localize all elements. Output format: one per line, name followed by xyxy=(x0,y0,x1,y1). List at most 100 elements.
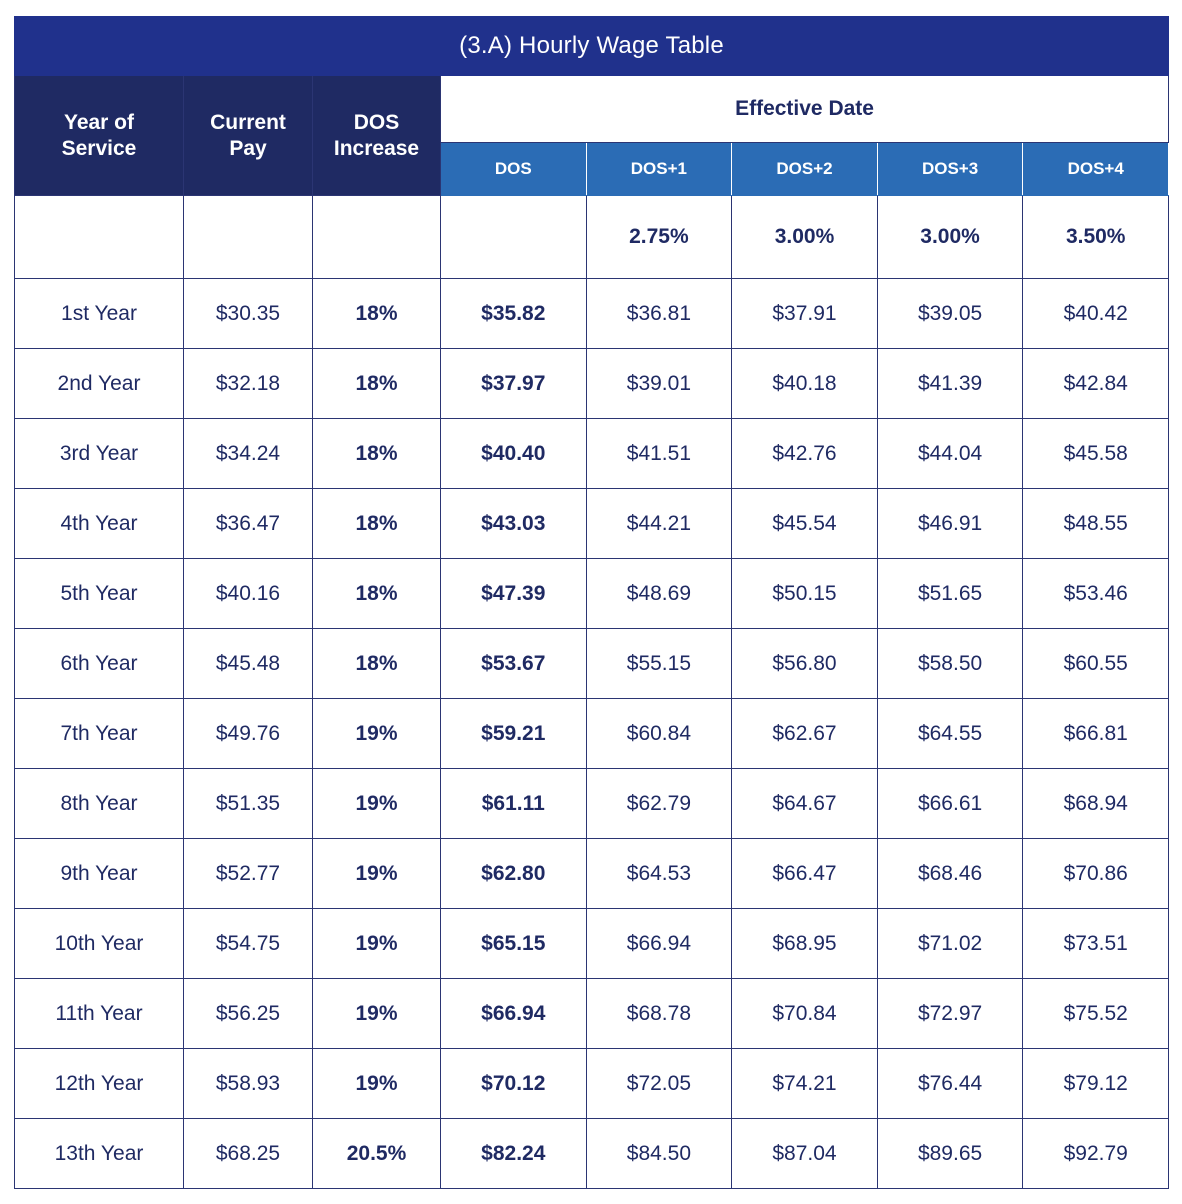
cell-dos-1: $41.51 xyxy=(585,418,733,489)
cell-dos-4: $53.46 xyxy=(1022,558,1170,629)
cell-dos-increase: 19% xyxy=(312,698,441,769)
cell-year: 11th Year xyxy=(14,978,184,1049)
cell-dos-4: $42.84 xyxy=(1022,348,1170,419)
cell-dos: $47.39 xyxy=(440,558,587,629)
header-year-of-service: Year of Service xyxy=(14,75,184,196)
cell-current-pay: $30.35 xyxy=(183,278,313,349)
cell-dos-4: $66.81 xyxy=(1022,698,1170,769)
table-row: 4th Year $36.47 18% $43.03 $44.21 $45.54… xyxy=(14,488,1170,559)
percent-dos xyxy=(440,195,587,279)
cell-dos-3: $51.65 xyxy=(876,558,1024,629)
cell-dos-increase: 19% xyxy=(312,978,441,1049)
cell-dos-3: $66.61 xyxy=(876,768,1024,839)
cell-dos-1: $62.79 xyxy=(585,768,733,839)
cell-dos-1: $36.81 xyxy=(585,278,733,349)
cell-dos-increase: 19% xyxy=(312,908,441,979)
cell-year: 1st Year xyxy=(14,278,184,349)
cell-dos-1: $68.78 xyxy=(585,978,733,1049)
cell-dos-1: $48.69 xyxy=(585,558,733,629)
cell-dos-4: $75.52 xyxy=(1022,978,1170,1049)
cell-year: 3rd Year xyxy=(14,418,184,489)
cell-dos-4: $68.94 xyxy=(1022,768,1170,839)
cell-dos: $82.24 xyxy=(440,1118,587,1189)
cell-year: 13th Year xyxy=(14,1118,184,1189)
cell-dos: $43.03 xyxy=(440,488,587,559)
cell-dos-3: $64.55 xyxy=(876,698,1024,769)
cell-current-pay: $51.35 xyxy=(183,768,313,839)
cell-dos-3: $44.04 xyxy=(876,418,1024,489)
cell-dos-2: $70.84 xyxy=(731,978,878,1049)
percent-row-spacer-year xyxy=(14,195,184,279)
cell-dos-3: $76.44 xyxy=(876,1048,1024,1119)
cell-year: 5th Year xyxy=(14,558,184,629)
cell-dos-2: $68.95 xyxy=(731,908,878,979)
cell-dos-3: $68.46 xyxy=(876,838,1024,909)
cell-dos-increase: 20.5% xyxy=(312,1118,441,1189)
table-row: 7th Year $49.76 19% $59.21 $60.84 $62.67… xyxy=(14,698,1170,769)
header-year-of-service-line2: Service xyxy=(61,136,137,160)
cell-dos-2: $42.76 xyxy=(731,418,878,489)
hourly-wage-table: (3.A) Hourly Wage Table Year of Service … xyxy=(13,16,1170,1189)
cell-current-pay: $34.24 xyxy=(183,418,313,489)
cell-dos: $37.97 xyxy=(440,348,587,419)
cell-dos-increase: 18% xyxy=(312,278,441,349)
header-column-dos-4: DOS+4 xyxy=(1022,142,1170,196)
cell-dos-3: $41.39 xyxy=(876,348,1024,419)
cell-dos-increase: 19% xyxy=(312,838,441,909)
cell-dos-2: $62.67 xyxy=(731,698,878,769)
table-row: 10th Year $54.75 19% $65.15 $66.94 $68.9… xyxy=(14,908,1170,979)
cell-dos-2: $87.04 xyxy=(731,1118,878,1189)
header-dos-increase-line2: Increase xyxy=(333,136,420,160)
percent-dos-1: 2.75% xyxy=(585,195,733,279)
header-year-of-service-line1: Year of xyxy=(63,110,135,134)
cell-dos-increase: 18% xyxy=(312,418,441,489)
header-column-dos-1: DOS+1 xyxy=(585,142,733,196)
cell-dos: $70.12 xyxy=(440,1048,587,1119)
cell-dos-2: $74.21 xyxy=(731,1048,878,1119)
cell-dos-increase: 19% xyxy=(312,1048,441,1119)
wage-table-container: (3.A) Hourly Wage Table Year of Service … xyxy=(13,16,1170,1189)
table-row: 12th Year $58.93 19% $70.12 $72.05 $74.2… xyxy=(14,1048,1170,1119)
cell-dos-4: $40.42 xyxy=(1022,278,1170,349)
cell-dos-increase: 19% xyxy=(312,768,441,839)
cell-dos: $35.82 xyxy=(440,278,587,349)
table-row: 5th Year $40.16 18% $47.39 $48.69 $50.15… xyxy=(14,558,1170,629)
cell-dos: $61.11 xyxy=(440,768,587,839)
cell-dos-4: $48.55 xyxy=(1022,488,1170,559)
table-row: 11th Year $56.25 19% $66.94 $68.78 $70.8… xyxy=(14,978,1170,1049)
table-row: 6th Year $45.48 18% $53.67 $55.15 $56.80… xyxy=(14,628,1170,699)
percent-row-spacer-increase xyxy=(312,195,441,279)
cell-dos-3: $89.65 xyxy=(876,1118,1024,1189)
table-title: (3.A) Hourly Wage Table xyxy=(13,16,1170,76)
cell-dos-1: $60.84 xyxy=(585,698,733,769)
cell-dos-4: $92.79 xyxy=(1022,1118,1170,1189)
header-column-dos-3: DOS+3 xyxy=(876,142,1024,196)
cell-year: 6th Year xyxy=(14,628,184,699)
cell-dos-1: $55.15 xyxy=(585,628,733,699)
percent-dos-3: 3.00% xyxy=(876,195,1024,279)
cell-dos-4: $73.51 xyxy=(1022,908,1170,979)
cell-dos-4: $60.55 xyxy=(1022,628,1170,699)
cell-dos-3: $58.50 xyxy=(876,628,1024,699)
cell-dos-1: $44.21 xyxy=(585,488,733,559)
header-current-pay: Current Pay xyxy=(183,75,313,196)
cell-dos: $53.67 xyxy=(440,628,587,699)
cell-year: 8th Year xyxy=(14,768,184,839)
cell-dos-1: $66.94 xyxy=(585,908,733,979)
cell-current-pay: $58.93 xyxy=(183,1048,313,1119)
cell-current-pay: $45.48 xyxy=(183,628,313,699)
cell-dos: $62.80 xyxy=(440,838,587,909)
cell-dos-2: $64.67 xyxy=(731,768,878,839)
cell-dos-2: $56.80 xyxy=(731,628,878,699)
cell-current-pay: $49.76 xyxy=(183,698,313,769)
cell-dos-3: $72.97 xyxy=(876,978,1024,1049)
percent-dos-2: 3.00% xyxy=(731,195,878,279)
title-row: (3.A) Hourly Wage Table xyxy=(13,16,1170,76)
cell-current-pay: $54.75 xyxy=(183,908,313,979)
header-dos-increase-line1: DOS xyxy=(353,110,400,134)
percent-row-spacer-pay xyxy=(183,195,313,279)
cell-current-pay: $32.18 xyxy=(183,348,313,419)
header-current-pay-line1: Current xyxy=(210,110,286,134)
cell-dos-1: $39.01 xyxy=(585,348,733,419)
cell-year: 7th Year xyxy=(14,698,184,769)
